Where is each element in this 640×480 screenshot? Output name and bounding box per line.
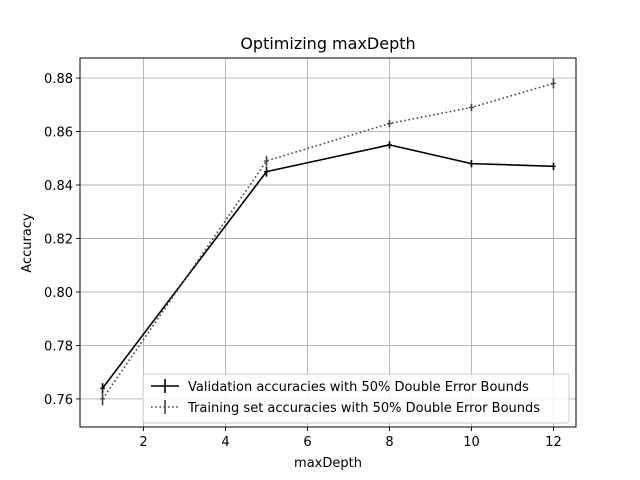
y-tick-label: 0.76 <box>44 393 73 408</box>
legend: Validation accuracies with 50% Double Er… <box>142 373 570 424</box>
y-tick-label: 0.86 <box>44 126 73 141</box>
y-tick-label: 0.82 <box>44 232 73 247</box>
legend-validation-label: Validation accuracies with 50% Double Er… <box>188 380 529 395</box>
y-tick-label: 0.80 <box>44 286 73 301</box>
training-series-line <box>101 82 554 400</box>
y-axis-title: Accuracy <box>20 213 35 273</box>
x-axis-title: maxDepth <box>294 456 362 471</box>
legend-training-label: Training set accuracies with 50% Double … <box>187 401 540 416</box>
grid <box>80 58 576 427</box>
y-tick-label: 0.88 <box>44 72 73 87</box>
x-tick-label: 10 <box>463 435 480 450</box>
x-tick-label: 12 <box>545 435 562 450</box>
series-group <box>100 78 556 406</box>
x-tick-label: 6 <box>303 435 311 450</box>
chart-title: Optimizing maxDepth <box>240 34 415 53</box>
plot-frame <box>79 57 577 428</box>
x-tick-label: 4 <box>221 435 229 450</box>
ticks: 2 4 6 8 10 12 0.76 0.78 0.80 0.82 0.84 0.86 0.88 <box>44 72 562 450</box>
x-tick-label: 8 <box>385 435 393 450</box>
y-tick-label: 0.78 <box>44 339 73 354</box>
x-tick-label: 2 <box>139 435 147 450</box>
legend-box <box>142 373 570 424</box>
y-tick-label: 0.84 <box>44 179 73 194</box>
